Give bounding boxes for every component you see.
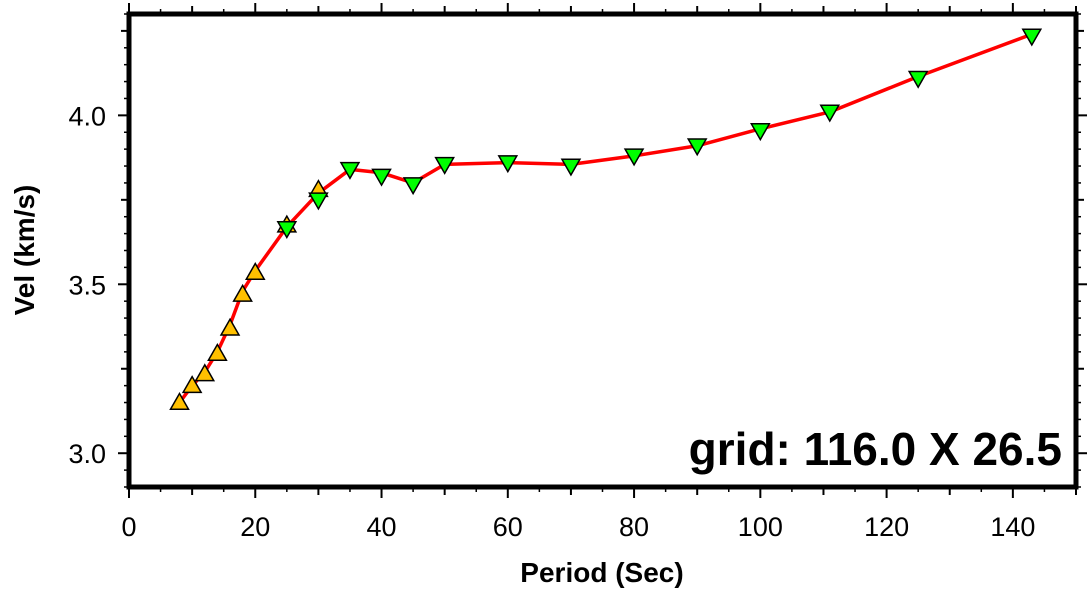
x-tick-label: 100 [738, 512, 783, 542]
triangle-down-marker [819, 104, 841, 123]
x-tick-label: 60 [493, 512, 523, 542]
y-tick-label: 3.5 [68, 270, 106, 300]
triangle-down-marker [371, 168, 392, 187]
x-tick-label: 140 [990, 512, 1035, 542]
y-tick-label: 4.0 [68, 101, 106, 131]
y-tick-label: 3.0 [68, 439, 106, 469]
dispersion-curve-line [178, 32, 1033, 404]
triangle-up-marker [194, 363, 216, 382]
x-tick-label: 20 [240, 512, 270, 542]
triangle-down-marker [308, 192, 329, 211]
triangle-down-marker [339, 161, 361, 180]
plot-frame [126, 11, 1079, 490]
triangle-up-marker [207, 343, 228, 362]
triangle-down-marker [1021, 28, 1043, 47]
data-markers [169, 28, 1043, 411]
triangle-down-marker [497, 155, 519, 174]
triangle-down-marker [907, 70, 929, 89]
x-axis-title: Period (Sec) [520, 557, 683, 588]
triangle-down-marker [623, 148, 645, 167]
x-tick-label: 0 [121, 512, 136, 542]
triangle-up-marker [169, 392, 190, 411]
tick-labels: 0 20 40 60 80 100 120 140 3.0 3.5 4.0 [68, 101, 1035, 542]
y-axis-title: Vel (km/s) [9, 185, 40, 316]
x-tick-label: 120 [864, 512, 909, 542]
triangle-up-marker [244, 261, 266, 280]
triangle-down-marker [560, 158, 582, 177]
x-tick-label: 40 [367, 512, 397, 542]
triangle-down-marker [276, 221, 298, 240]
grid-annotation: grid: 116.0 X 26.5 [689, 423, 1062, 475]
triangle-up-marker [181, 375, 203, 394]
triangle-down-marker [434, 156, 455, 175]
triangle-up-marker [232, 283, 253, 302]
triangle-up-marker [219, 317, 241, 336]
triangle-down-marker [750, 123, 771, 142]
x-tick-label: 80 [619, 512, 649, 542]
triangle-down-marker [402, 177, 424, 196]
triangle-down-marker [686, 138, 708, 157]
